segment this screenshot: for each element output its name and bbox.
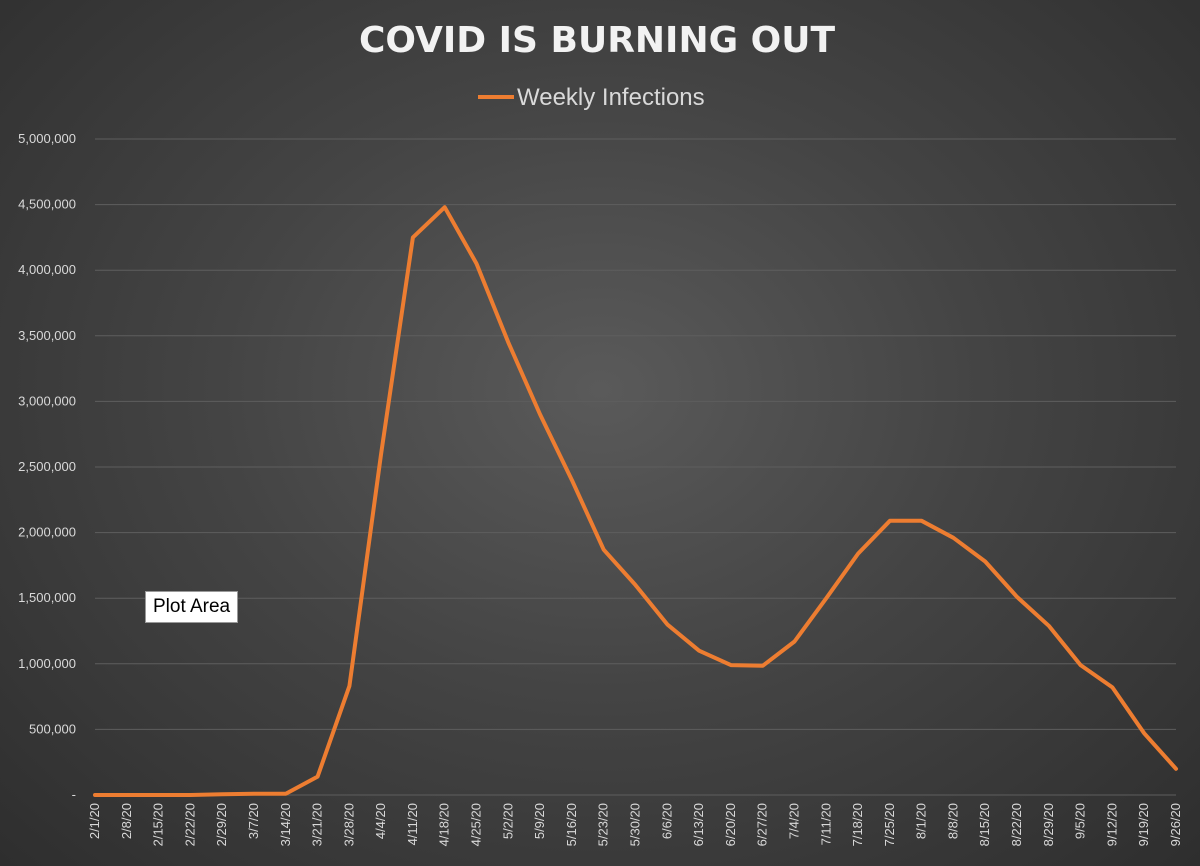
x-tick-label: 5/30/20	[628, 803, 643, 846]
x-tick-label: 9/5/20	[1073, 803, 1088, 839]
x-tick-label: 9/26/20	[1168, 803, 1183, 846]
x-tick-label: 5/2/20	[500, 803, 515, 839]
gridlines	[95, 138, 1176, 796]
legend[interactable]: Weekly Infections	[478, 84, 705, 111]
y-tick-label: 3,000,000	[18, 393, 76, 408]
x-tick-label: 4/4/20	[373, 803, 388, 839]
x-tick-label: 5/23/20	[596, 803, 611, 846]
x-tick-label: 3/21/20	[310, 803, 325, 846]
x-tick-label: 3/28/20	[341, 803, 356, 846]
x-tick-label: 5/16/20	[564, 803, 579, 846]
x-axis: 2/1/20 2/8/20 2/15/20 2/22/20 2/29/20 3/7/20 3…	[87, 803, 1183, 846]
y-tick-label: 5,000,000	[18, 131, 76, 146]
y-tick-label: -	[72, 787, 76, 802]
y-tick-label: 4,000,000	[18, 262, 76, 277]
series-line-weekly-infections	[93, 205, 1178, 797]
x-tick-label: 4/25/20	[469, 803, 484, 846]
y-tick-label: 3,500,000	[18, 328, 76, 343]
x-tick-label: 4/11/20	[405, 803, 420, 845]
x-tick-label: 3/14/20	[278, 803, 293, 846]
x-tick-label: 9/19/20	[1136, 803, 1151, 846]
x-tick-label: 2/8/20	[119, 803, 134, 839]
x-tick-label: 3/7/20	[246, 803, 261, 839]
legend-label: Weekly Infections	[517, 84, 705, 111]
y-tick-label: 2,500,000	[18, 459, 76, 474]
x-tick-label: 7/25/20	[882, 803, 897, 846]
x-tick-label: 7/11/20	[818, 803, 833, 845]
chart-title: COVID IS BURNING OUT	[359, 20, 836, 61]
plot-series[interactable]	[93, 205, 1178, 797]
x-tick-label: 6/13/20	[691, 803, 706, 846]
x-tick-label: 8/29/20	[1041, 803, 1056, 846]
x-tick-label: 9/12/20	[1104, 803, 1119, 846]
x-tick-label: 6/27/20	[755, 803, 770, 846]
x-tick-label: 2/15/20	[151, 803, 166, 846]
x-tick-label: 8/8/20	[945, 803, 960, 839]
x-tick-label: 8/22/20	[1009, 803, 1024, 846]
x-tick-label: 8/15/20	[977, 803, 992, 846]
x-tick-label: 6/20/20	[723, 803, 738, 846]
y-tick-label: 500,000	[29, 721, 76, 736]
x-tick-label: 5/9/20	[532, 803, 547, 839]
x-tick-label: 8/1/20	[914, 803, 929, 839]
x-tick-label: 4/18/20	[437, 803, 452, 846]
y-tick-label: 1,500,000	[18, 590, 76, 605]
y-axis: - 500,000 1,000,000 1,500,000 2,000,000 2,500…	[18, 131, 76, 802]
plot-area-tooltip: Plot Area	[145, 591, 239, 623]
x-tick-label: 2/29/20	[214, 803, 229, 846]
x-tick-label: 2/1/20	[87, 803, 102, 839]
x-tick-label: 7/18/20	[850, 803, 865, 846]
y-tick-label: 4,500,000	[18, 197, 76, 212]
x-tick-label: 2/22/20	[182, 803, 197, 846]
x-tick-label: 7/4/20	[786, 803, 801, 839]
x-tick-label: 6/6/20	[659, 803, 674, 839]
y-tick-label: 2,000,000	[18, 525, 76, 540]
y-tick-label: 1,000,000	[18, 656, 76, 671]
